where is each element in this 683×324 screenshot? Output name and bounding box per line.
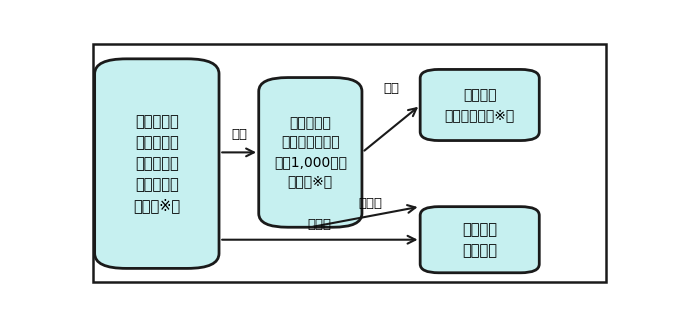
Text: 軽減税率
不適用法人　※３: 軽減税率 不適用法人 ※３ [445, 88, 515, 122]
Text: はい: はい [231, 128, 247, 142]
FancyBboxPatch shape [420, 207, 540, 273]
Text: はい: はい [383, 82, 400, 95]
Text: 事務所また
は事業所が
ある都道府
県の数が３
以上　※４: 事務所また は事業所が ある都道府 県の数が３ 以上 ※４ [133, 114, 180, 213]
FancyBboxPatch shape [94, 44, 606, 282]
FancyBboxPatch shape [259, 77, 362, 227]
Text: 軽減税率
適用法人: 軽減税率 適用法人 [462, 222, 497, 258]
FancyBboxPatch shape [95, 59, 219, 268]
FancyBboxPatch shape [420, 69, 540, 141]
Text: いいえ: いいえ [308, 218, 332, 231]
Text: いいえ: いいえ [358, 197, 382, 210]
Text: 資本金の額
または出資金の
額が1,000万円
以上　※４: 資本金の額 または出資金の 額が1,000万円 以上 ※４ [274, 116, 347, 189]
